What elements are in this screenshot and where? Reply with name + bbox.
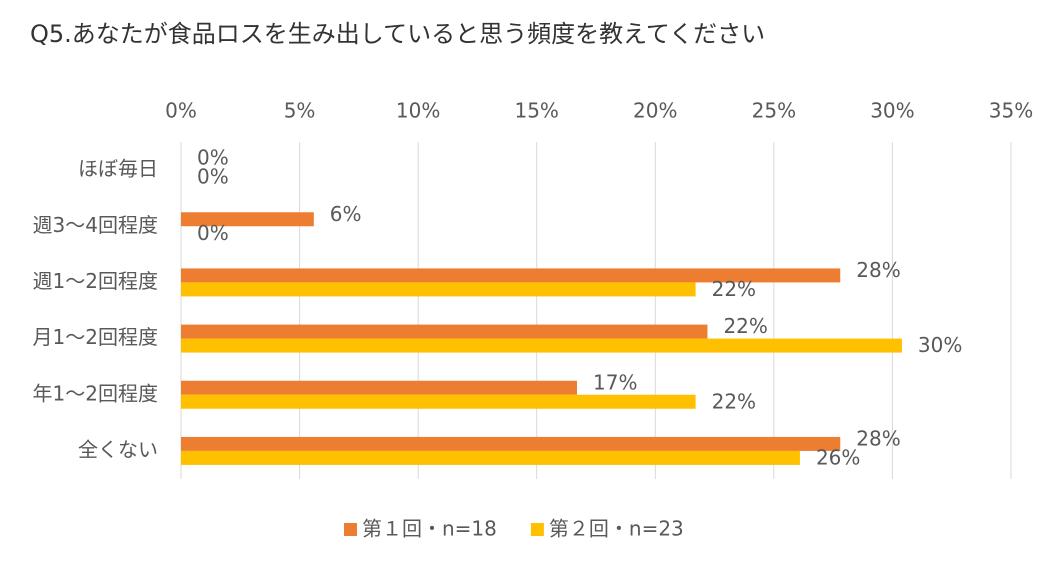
x-tick-label: 15%	[514, 99, 558, 123]
data-label: 30%	[918, 333, 962, 357]
data-label: 0%	[197, 221, 229, 245]
data-label: 6%	[330, 202, 362, 226]
bar	[181, 324, 708, 339]
y-tick-label: 月1〜2回程度	[33, 325, 158, 349]
data-label: 17%	[593, 370, 637, 394]
chart-title: Q5.あなたが食品ロスを生み出していると思う頻度を教えてください	[30, 20, 765, 48]
x-tick-label: 20%	[633, 99, 677, 123]
data-label: 22%	[712, 277, 756, 301]
y-tick-label: 週1〜2回程度	[33, 269, 158, 293]
legend-label: 第１回・n=18	[362, 517, 497, 541]
bar	[181, 450, 800, 465]
data-label: 0%	[197, 165, 229, 189]
data-label: 22%	[712, 389, 756, 413]
y-tick-label: 年1〜2回程度	[33, 381, 158, 405]
bar	[181, 394, 696, 409]
data-label: 22%	[723, 314, 767, 338]
y-tick-label: ほぼ毎日	[78, 157, 158, 181]
y-tick-label: 週3〜4回程度	[33, 213, 158, 237]
x-tick-label: 0%	[165, 99, 197, 123]
data-label: 28%	[856, 426, 900, 450]
x-tick-label: 30%	[870, 99, 914, 123]
legend-swatch	[344, 523, 357, 536]
bar	[181, 212, 314, 227]
legend-swatch	[530, 523, 544, 536]
bar	[181, 436, 841, 451]
bar	[181, 338, 902, 353]
legend-label: 第２回・n=23	[549, 517, 684, 541]
data-label: 28%	[856, 258, 900, 282]
data-label: 0%	[197, 146, 229, 170]
x-tick-label: 10%	[396, 99, 440, 123]
data-label: 26%	[816, 445, 860, 469]
bar	[181, 282, 696, 297]
y-tick-label: 全くない	[78, 437, 158, 461]
bar	[181, 380, 578, 395]
x-tick-label: 35%	[989, 99, 1033, 123]
x-tick-label: 5%	[284, 99, 316, 123]
x-tick-label: 25%	[752, 99, 796, 123]
bar	[181, 268, 841, 283]
